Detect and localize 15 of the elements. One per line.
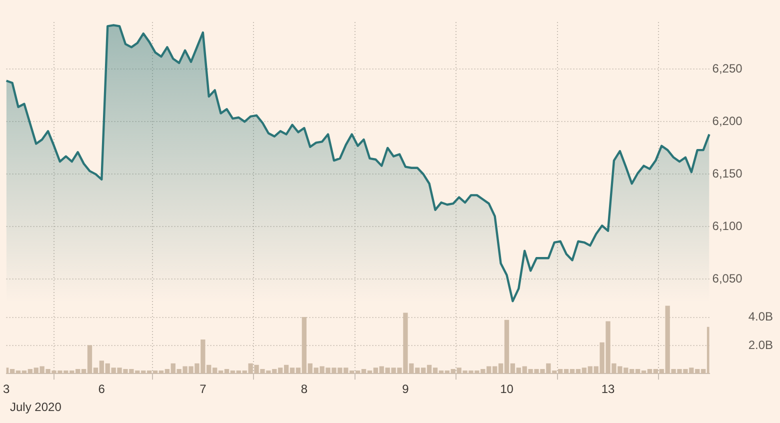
x-tick-label: 6 (98, 382, 106, 396)
y2-tick-label: 2.0B (748, 338, 773, 352)
x-tick-label: 13 (601, 382, 616, 396)
text: July 2020 (10, 400, 62, 414)
y-tick-label: 6,150 (712, 166, 743, 180)
y-tick-label: 6,050 (712, 271, 743, 286)
x-tick-label: 9 (402, 382, 410, 396)
x-tick-label: 3 (2, 382, 10, 396)
y-tick-label: 6,250 (712, 62, 743, 76)
x-tick-label: 10 (500, 382, 514, 396)
y-tick-label: 6,100 (712, 218, 743, 233)
x-tick-label: 8 (300, 382, 308, 396)
x-tick-label: 7 (200, 382, 207, 396)
y-tick-label: 6,200 (712, 114, 743, 128)
y2-tick-label: 4.0B (748, 310, 773, 324)
